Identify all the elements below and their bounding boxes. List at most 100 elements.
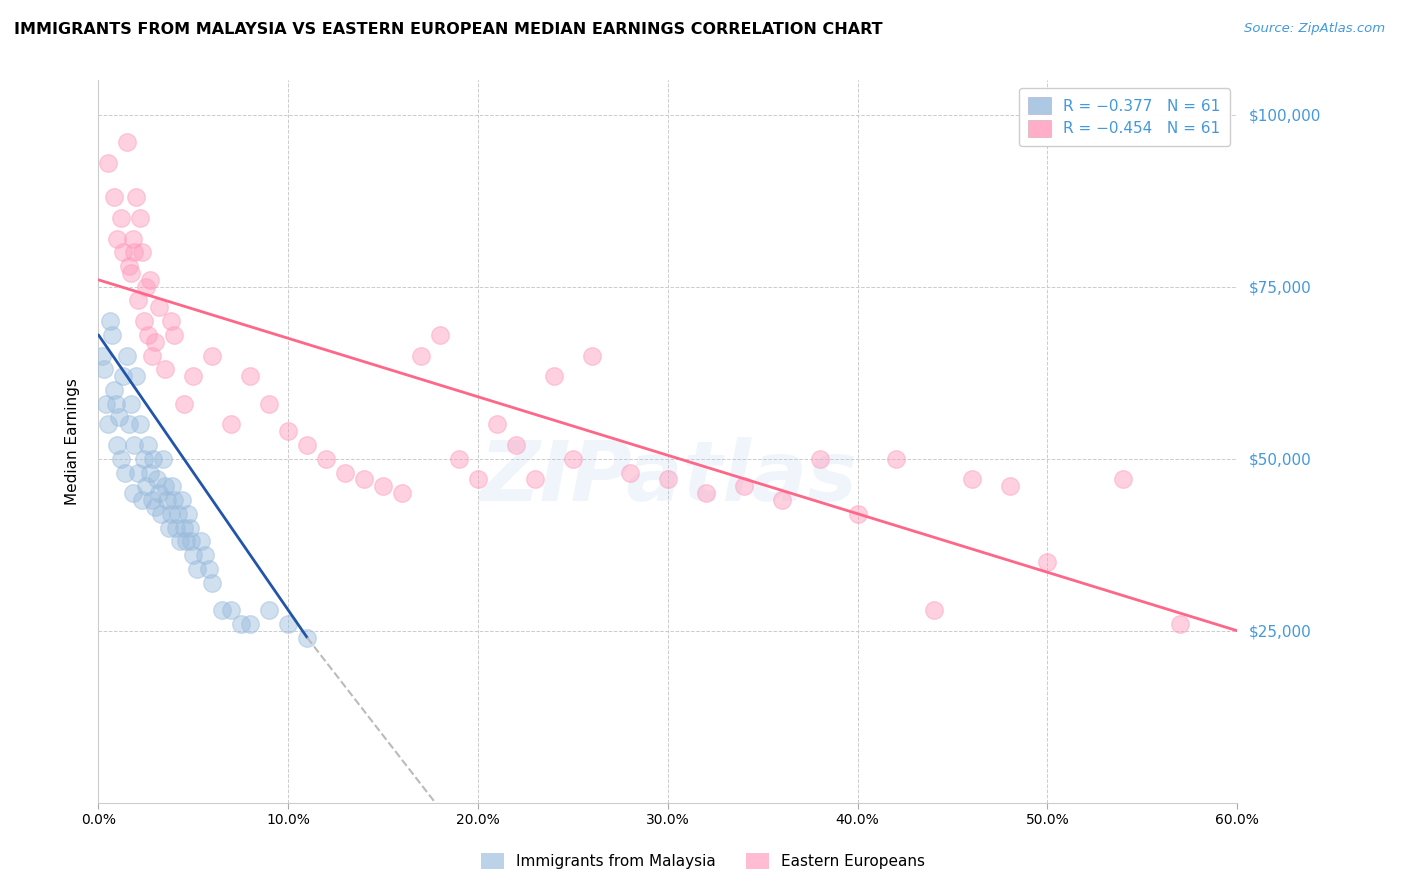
Point	[922, 603, 945, 617]
Point	[159, 507, 181, 521]
Point	[165, 520, 187, 534]
Point	[429, 327, 451, 342]
Point	[100, 327, 122, 342]
Point	[136, 438, 159, 452]
Point	[1112, 472, 1135, 486]
Point	[411, 349, 433, 363]
Point	[562, 451, 585, 466]
Point	[619, 466, 641, 480]
Point	[543, 369, 565, 384]
Point	[142, 451, 165, 466]
Point	[391, 486, 413, 500]
Point	[486, 417, 509, 432]
Point	[277, 424, 299, 438]
Point	[132, 314, 155, 328]
Point	[170, 493, 193, 508]
Point	[884, 451, 907, 466]
Point	[120, 397, 142, 411]
Point	[150, 507, 173, 521]
Point	[110, 211, 132, 225]
Text: Source: ZipAtlas.com: Source: ZipAtlas.com	[1244, 22, 1385, 36]
Point	[239, 369, 262, 384]
Point	[353, 472, 375, 486]
Point	[169, 534, 191, 549]
Point	[167, 507, 190, 521]
Point	[239, 616, 262, 631]
Point	[103, 383, 125, 397]
Point	[960, 472, 983, 486]
Point	[118, 259, 141, 273]
Point	[93, 362, 115, 376]
Point	[107, 231, 129, 245]
Point	[221, 603, 243, 617]
Point	[201, 349, 224, 363]
Point	[135, 479, 157, 493]
Point	[145, 500, 167, 514]
Point	[176, 507, 198, 521]
Point	[121, 231, 143, 245]
Point	[120, 266, 142, 280]
Point	[141, 349, 163, 363]
Point	[211, 603, 233, 617]
Point	[1170, 616, 1192, 631]
Point	[104, 397, 127, 411]
Point	[148, 486, 170, 500]
Y-axis label: Median Earnings: Median Earnings	[65, 378, 80, 505]
Point	[335, 466, 357, 480]
Point	[146, 472, 169, 486]
Point	[124, 438, 146, 452]
Point	[173, 397, 195, 411]
Point	[998, 479, 1021, 493]
Point	[447, 451, 470, 466]
Point	[201, 575, 224, 590]
Point	[259, 603, 281, 617]
Point	[194, 548, 217, 562]
Point	[145, 334, 167, 349]
Point	[103, 190, 125, 204]
Point	[695, 486, 717, 500]
Point	[127, 293, 149, 308]
Point	[157, 520, 180, 534]
Point	[98, 314, 121, 328]
Legend: R = −0.377   N = 61, R = −0.454   N = 61: R = −0.377 N = 61, R = −0.454 N = 61	[1019, 88, 1230, 145]
Text: ZIPatlas: ZIPatlas	[479, 437, 856, 518]
Legend: Immigrants from Malaysia, Eastern Europeans: Immigrants from Malaysia, Eastern Europe…	[475, 847, 931, 875]
Point	[297, 631, 319, 645]
Point	[657, 472, 679, 486]
Point	[135, 279, 157, 293]
Point	[163, 327, 186, 342]
Point	[505, 438, 527, 452]
Point	[315, 451, 337, 466]
Point	[277, 616, 299, 631]
Point	[129, 211, 152, 225]
Point	[127, 466, 149, 480]
Point	[110, 451, 132, 466]
Point	[125, 369, 148, 384]
Point	[129, 417, 152, 432]
Point	[179, 520, 201, 534]
Point	[141, 493, 163, 508]
Point	[132, 451, 155, 466]
Point	[153, 479, 176, 493]
Point	[131, 245, 153, 260]
Point	[112, 369, 135, 384]
Point	[581, 349, 603, 363]
Point	[770, 493, 793, 508]
Point	[115, 349, 138, 363]
Point	[173, 520, 195, 534]
Point	[152, 451, 174, 466]
Point	[121, 486, 143, 500]
Point	[136, 327, 159, 342]
Point	[153, 362, 176, 376]
Point	[156, 493, 179, 508]
Point	[197, 562, 219, 576]
Point	[183, 369, 205, 384]
Text: IMMIGRANTS FROM MALAYSIA VS EASTERN EUROPEAN MEDIAN EARNINGS CORRELATION CHART: IMMIGRANTS FROM MALAYSIA VS EASTERN EURO…	[14, 22, 883, 37]
Point	[124, 245, 146, 260]
Point	[162, 479, 184, 493]
Point	[131, 493, 153, 508]
Point	[148, 301, 170, 315]
Point	[159, 314, 181, 328]
Point	[297, 438, 319, 452]
Point	[1036, 555, 1059, 569]
